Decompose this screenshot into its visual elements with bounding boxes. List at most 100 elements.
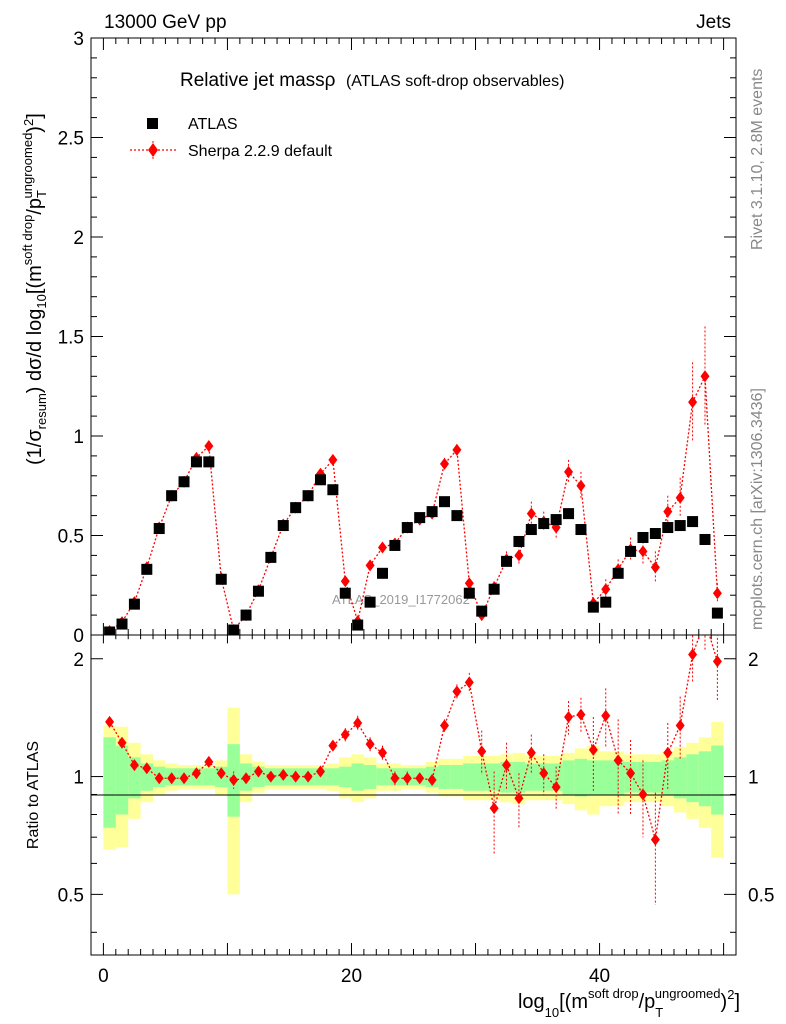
sherpa-ratio-point	[216, 767, 226, 780]
sherpa-ratio-point	[303, 770, 313, 783]
legend-label-atlas: ATLAS	[188, 116, 238, 133]
band-inner-bin	[140, 763, 154, 791]
sherpa-ratio-point	[539, 767, 549, 780]
sherpa-ratio-point	[390, 772, 400, 785]
ratio-y-tick-label: 1	[73, 768, 84, 789]
atlas-point	[228, 624, 240, 635]
sherpa-series-main	[105, 326, 722, 635]
main-y-axis-label: (1/σresum) dσ/d log10[(msoft drop/pTungr…	[20, 113, 49, 465]
sherpa-point	[526, 507, 536, 520]
atlas-point	[327, 484, 339, 496]
band-inner-bin	[562, 760, 575, 795]
band-inner-bin	[202, 768, 216, 786]
atlas-point	[550, 514, 562, 526]
atlas-point	[587, 601, 599, 613]
sherpa-ratio-point	[712, 655, 722, 668]
band-inner-bin	[661, 760, 674, 795]
band-inner-bin	[599, 760, 612, 795]
band-inner-bin	[698, 751, 712, 807]
sherpa-ratio-point	[266, 770, 276, 783]
x-tick-label: 0	[98, 966, 109, 987]
atlas-point	[538, 518, 550, 530]
atlas-point	[240, 609, 252, 621]
atlas-point	[600, 596, 612, 608]
sherpa-ratio-point	[502, 759, 512, 772]
sherpa-ratio-point	[588, 743, 598, 756]
band-inner-bin	[574, 758, 588, 797]
atlas-point	[451, 510, 463, 522]
band-inner-bin	[611, 760, 625, 795]
atlas-point	[141, 563, 153, 575]
band-inner-bin	[128, 757, 141, 799]
atlas-point	[711, 607, 723, 619]
sherpa-ratio-point	[526, 746, 536, 759]
atlas-point	[401, 522, 413, 534]
atlas-point	[389, 539, 401, 551]
sherpa-point	[464, 577, 474, 590]
sherpa-ratio-point	[564, 710, 574, 723]
ratio-y-tick-label-right: 1	[748, 768, 759, 789]
sherpa-point	[675, 491, 685, 504]
sherpa-point	[452, 443, 462, 456]
band-inner-bin	[475, 763, 488, 791]
sherpa-ratio-point	[514, 792, 524, 805]
atlas-point	[203, 456, 215, 468]
sherpa-ratio-point	[167, 772, 177, 785]
atlas-point	[476, 605, 488, 617]
sherpa-ratio-point	[154, 772, 164, 785]
ratio-y-axis-label: Ratio to ATLAS	[25, 741, 42, 849]
atlas-point	[178, 476, 190, 488]
sherpa-ratio-point	[440, 719, 450, 732]
main-y-tick-label: 2	[73, 228, 84, 249]
sherpa-point	[576, 479, 586, 492]
sherpa-ratio-point	[278, 768, 288, 781]
band-inner-bin	[649, 761, 662, 793]
legend-label-sherpa: Sherpa 2.2.9 default	[188, 143, 333, 160]
chart-title-line: Relative jet massρ (ATLAS soft-drop obse…	[180, 70, 564, 91]
atlas-point	[525, 524, 537, 536]
sherpa-ratio-point	[253, 765, 263, 778]
band-inner-bin	[686, 754, 699, 803]
sherpa-ratio-point	[204, 755, 214, 768]
atlas-point	[352, 619, 364, 631]
band-inner-bin	[339, 766, 352, 788]
sherpa-ratio-point	[427, 773, 437, 786]
sherpa-ratio-point	[477, 745, 487, 758]
band-inner-bin	[115, 745, 129, 815]
sherpa-ratio-point	[377, 746, 387, 759]
sherpa-ratio-line	[109, 635, 719, 840]
band-inner-bin	[376, 768, 389, 786]
sherpa-point	[663, 505, 673, 518]
sherpa-ratio-point	[179, 772, 189, 785]
sherpa-ratio-point	[328, 739, 338, 752]
axis-tick-labels: 00.511.522.530.5 0.51 12 20 20 40	[58, 29, 775, 987]
legend-marker-sherpa	[148, 143, 158, 157]
sherpa-ratio-point	[315, 765, 325, 778]
sherpa-ratio-point	[291, 770, 301, 783]
sherpa-ratio-point	[452, 685, 462, 698]
band-inner-bin	[438, 765, 451, 789]
sherpa-series-ratio	[105, 635, 722, 905]
sherpa-ratio-point	[365, 738, 375, 751]
analysis-watermark: ATLAS_2019_I1772062	[332, 592, 470, 607]
sherpa-ratio-point	[464, 676, 474, 689]
band-inner-bin	[363, 765, 377, 789]
sherpa-ratio-point	[241, 772, 251, 785]
atlas-point	[687, 516, 699, 528]
main-y-tick-label: 1	[73, 427, 84, 448]
atlas-series-main	[104, 456, 723, 635]
atlas-point	[314, 474, 326, 486]
sherpa-ratio-point	[191, 767, 201, 780]
atlas-point	[302, 490, 314, 502]
sherpa-point	[650, 561, 660, 574]
sherpa-ratio-point	[650, 833, 660, 846]
sherpa-ratio-point	[489, 802, 499, 815]
band-inner-bin	[103, 737, 116, 828]
band-inner-bin	[500, 761, 513, 793]
main-y-tick-label: 3	[73, 29, 84, 50]
atlas-point	[612, 567, 624, 579]
sherpa-ratio-point	[229, 773, 239, 786]
band-inner-bin	[450, 765, 464, 789]
main-y-tick-label: 1.5	[58, 328, 84, 349]
